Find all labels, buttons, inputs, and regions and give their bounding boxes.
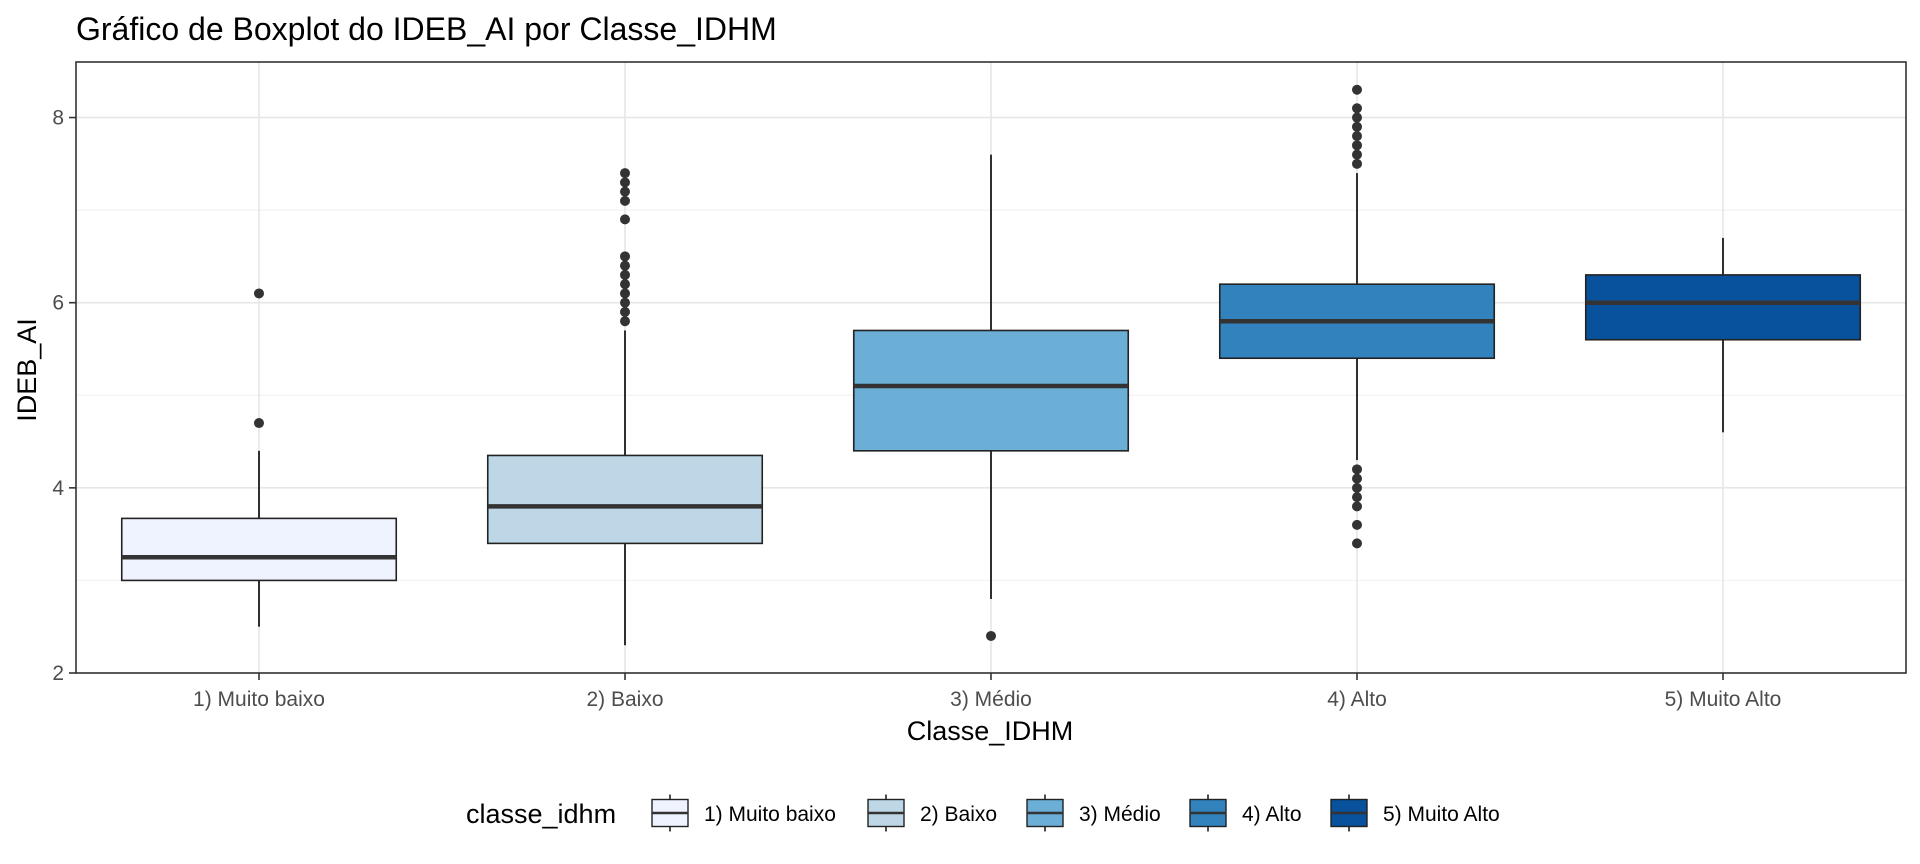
x-tick-label: 1) Muito baixo — [193, 688, 325, 711]
outlier-point — [1352, 492, 1362, 503]
outlier-point — [254, 288, 264, 299]
outlier-point — [1352, 519, 1362, 530]
outlier-point — [620, 260, 630, 271]
x-tick-label: 2) Baixo — [586, 688, 663, 711]
outlier-point — [620, 279, 630, 290]
legend-label: 5) Muito Alto — [1383, 803, 1500, 826]
box-iqr — [486, 454, 764, 545]
legend-item: 4) Alto — [1189, 794, 1302, 832]
legend-item: 1) Muito baixo — [651, 794, 836, 832]
legend-item: 5) Muito Alto — [1330, 794, 1500, 832]
box-group — [120, 288, 398, 627]
legend-label: 4) Alto — [1242, 803, 1302, 826]
y-tick-label: 2 — [52, 662, 64, 685]
outlier-point — [620, 306, 630, 317]
outlier-point — [620, 297, 630, 308]
outlier-point — [1352, 140, 1362, 151]
outlier-point — [1352, 131, 1362, 142]
legend-item: 3) Médio — [1026, 794, 1161, 832]
outlier-point — [620, 316, 630, 327]
y-tick-label: 6 — [52, 292, 64, 315]
outlier-point — [986, 630, 996, 641]
outlier-point — [1352, 464, 1362, 475]
outlier-point — [1352, 473, 1362, 484]
legend-label: 3) Médio — [1079, 803, 1161, 826]
legend: classe_idhm 1) Muito baixo 2) Baixo 3) Médi… — [466, 794, 1500, 832]
outlier-point — [620, 269, 630, 280]
outlier-point — [620, 177, 630, 188]
box-group — [852, 154, 1130, 641]
outlier-point — [620, 168, 630, 179]
outlier-point — [1352, 103, 1362, 114]
outlier-point — [1352, 482, 1362, 493]
outlier-point — [1352, 84, 1362, 95]
x-axis-title: Classe_IDHM — [907, 716, 1074, 746]
box-iqr — [1584, 274, 1862, 341]
box-group — [486, 168, 764, 646]
y-axis-title: IDEB_AI — [12, 318, 42, 422]
outlier-point — [254, 418, 264, 429]
outlier-point — [620, 186, 630, 197]
box-group — [1218, 84, 1496, 549]
outlier-point — [620, 195, 630, 206]
y-tick-label: 4 — [52, 477, 64, 500]
outlier-point — [620, 251, 630, 262]
box-iqr — [120, 517, 398, 582]
box-group — [1584, 237, 1862, 433]
outlier-point — [620, 288, 630, 299]
y-tick-label: 8 — [52, 107, 64, 130]
outlier-point — [1352, 158, 1362, 169]
outlier-point — [1352, 538, 1362, 549]
axes: 2 4 6 8 1) Muito baixo 2) Baixo 3) Médio 4) Alt… — [52, 61, 1907, 711]
x-tick-label: 5) Muito Alto — [1665, 688, 1782, 711]
x-tick-label: 4) Alto — [1327, 688, 1387, 711]
legend-item: 2) Baixo — [867, 794, 997, 832]
legend-label: 2) Baixo — [920, 803, 997, 826]
legend-label: 1) Muito baixo — [704, 803, 836, 826]
outlier-point — [1352, 501, 1362, 512]
outlier-point — [1352, 149, 1362, 160]
box-iqr — [852, 329, 1130, 452]
outlier-point — [1352, 112, 1362, 123]
outlier-point — [620, 214, 630, 225]
box-layer — [120, 84, 1862, 646]
outlier-point — [1352, 121, 1362, 132]
chart-title: Gráfico de Boxplot do IDEB_AI por Classe… — [76, 11, 777, 47]
legend-title: classe_idhm — [466, 799, 616, 829]
x-tick-label: 3) Médio — [950, 688, 1032, 711]
